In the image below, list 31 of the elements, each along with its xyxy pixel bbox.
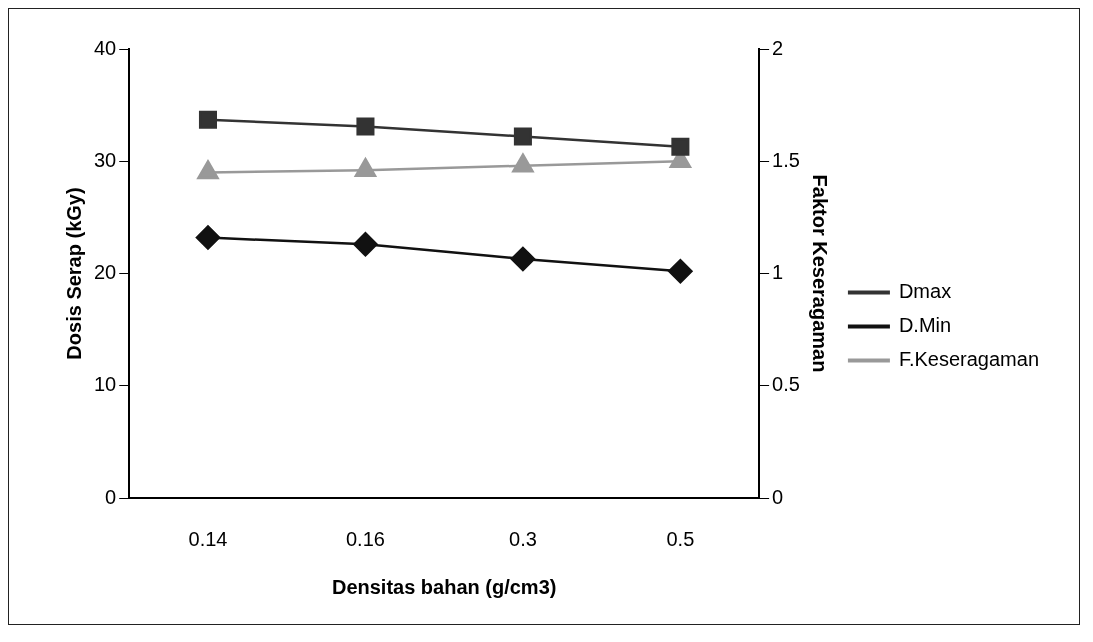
point	[512, 153, 534, 173]
legend-label: Dmax	[898, 280, 952, 303]
y2-tick-label: 0	[772, 485, 784, 508]
x-tick-label: 0.5	[666, 527, 695, 550]
y2-tick-label: 0.5	[772, 373, 800, 396]
x-tick-label: 0.3	[509, 527, 537, 550]
point	[671, 137, 690, 156]
legend-label: F.Keseragaman	[898, 348, 1039, 371]
y2-axis-title: Faktor Keseragaman	[809, 174, 832, 373]
y2-tick-label: 1	[772, 261, 784, 284]
y-axis-title: Dosis Serap (kGy)	[62, 187, 85, 360]
point	[354, 157, 377, 177]
legend-label: D.Min	[898, 314, 952, 337]
point	[356, 117, 375, 136]
point	[198, 110, 218, 129]
y-tick-label: 20	[94, 261, 117, 284]
y-tick-label: 40	[94, 36, 117, 59]
y2-tick-label: 1.5	[772, 148, 800, 171]
point	[513, 127, 532, 146]
point	[353, 232, 378, 257]
y2-tick-label: 2	[772, 36, 784, 59]
point	[668, 259, 693, 284]
x-tick-label: 0.16	[345, 527, 385, 550]
y-tick-label: 30	[94, 148, 117, 171]
point	[510, 246, 536, 272]
point	[197, 160, 219, 180]
x-axis-title: Densitas bahan (g/cm3)	[331, 575, 557, 598]
x-tick-label: 0.14	[188, 527, 228, 550]
y-tick-label: 10	[94, 373, 117, 396]
point	[195, 225, 221, 250]
y-tick-label: 0	[105, 485, 117, 508]
